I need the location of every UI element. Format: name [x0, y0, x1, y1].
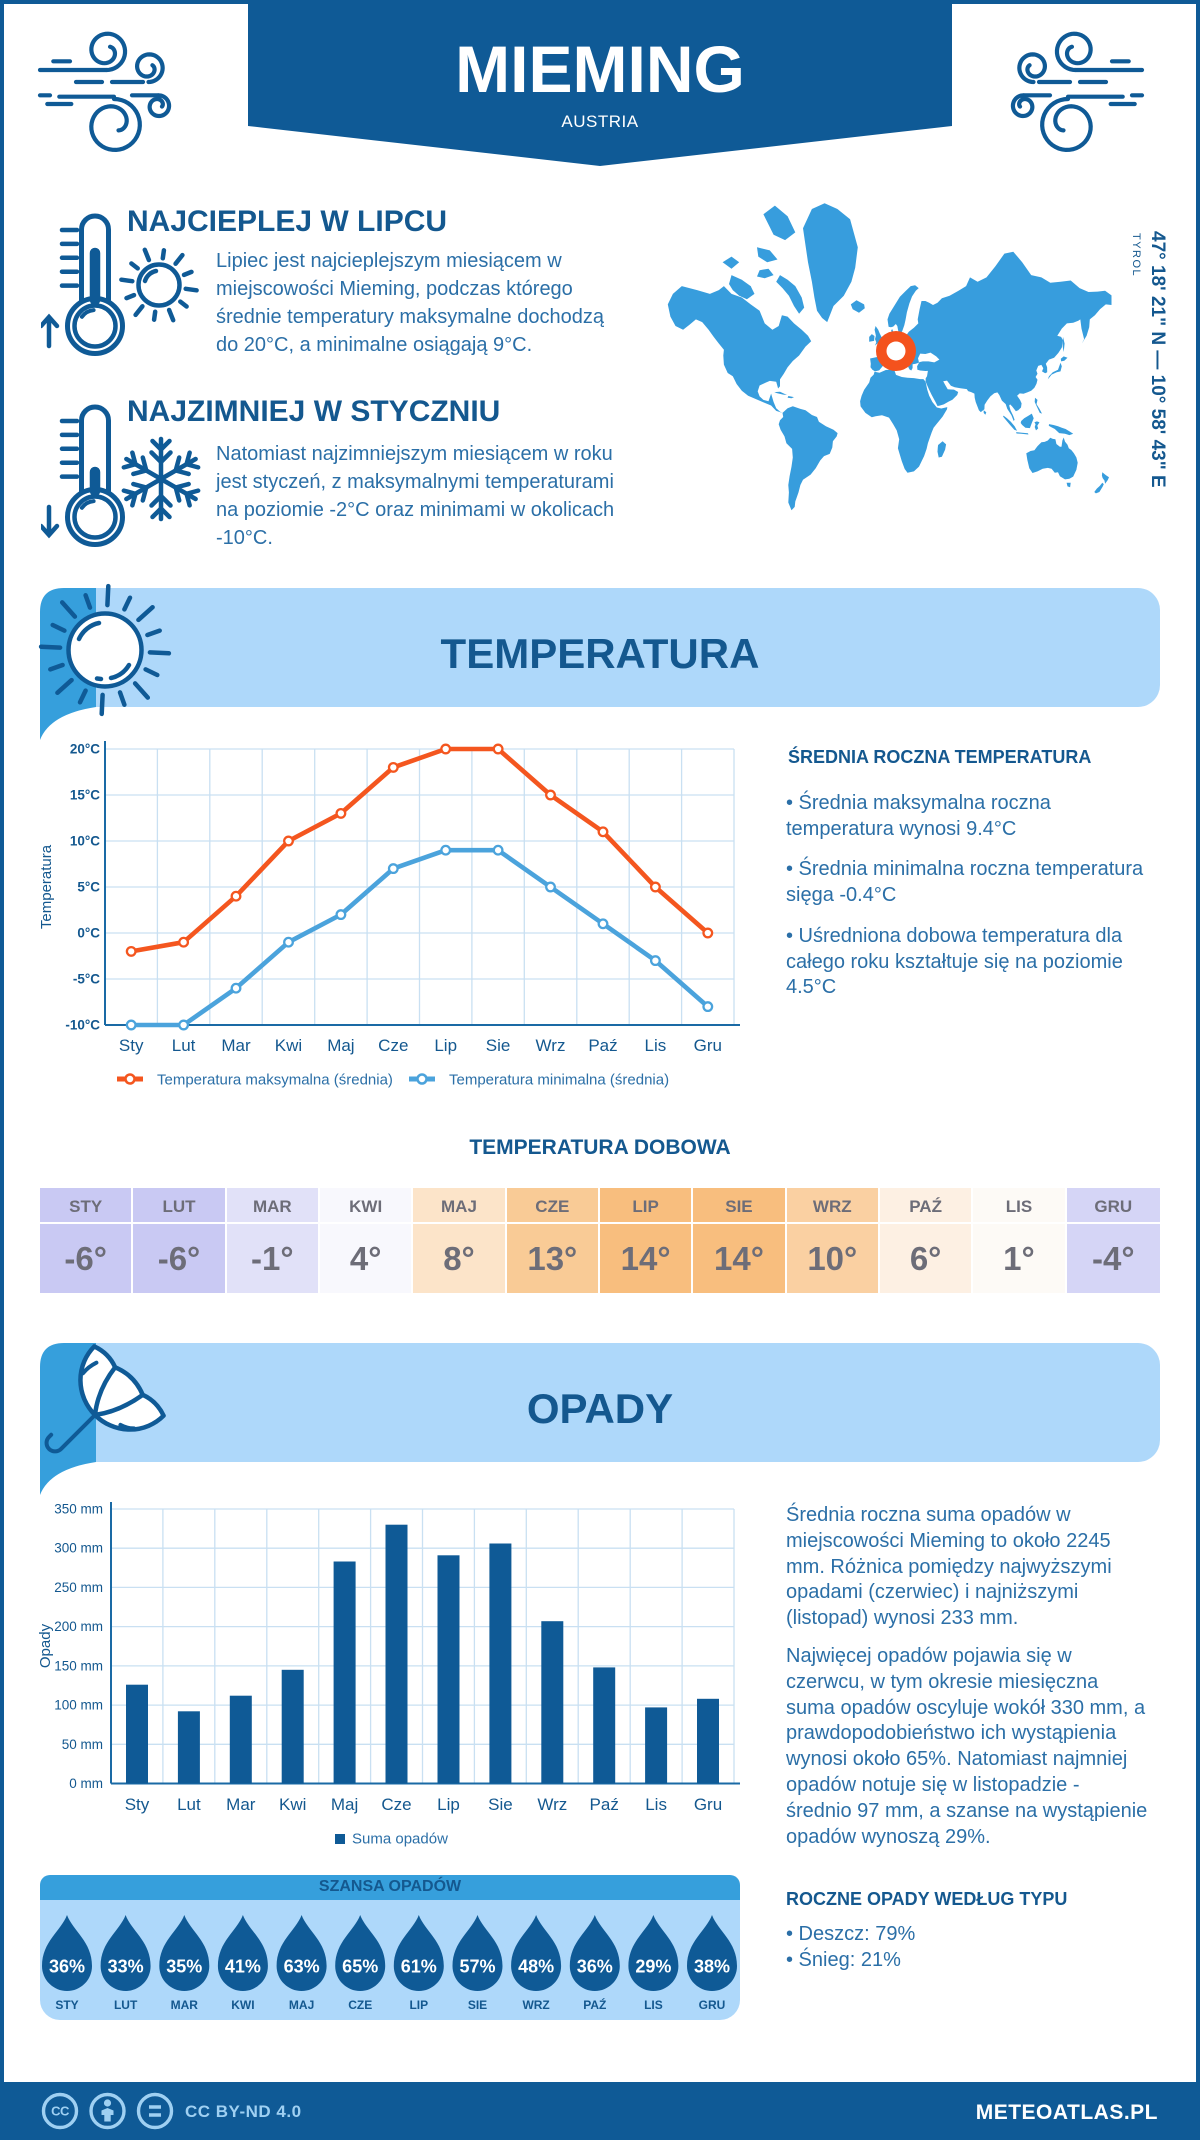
svg-text:100 mm: 100 mm: [54, 1698, 103, 1713]
svg-text:Temperatura minimalna (średnia: Temperatura minimalna (średnia): [449, 1072, 669, 1089]
svg-text:20°C: 20°C: [70, 742, 100, 757]
svg-text:Lip: Lip: [434, 1036, 457, 1055]
svg-text:200 mm: 200 mm: [54, 1619, 103, 1634]
svg-text:300 mm: 300 mm: [54, 1541, 103, 1556]
svg-text:29%: 29%: [635, 1957, 671, 1977]
svg-text:36%: 36%: [49, 1957, 85, 1977]
svg-text:WRZ: WRZ: [522, 1998, 549, 2012]
svg-text:Gru: Gru: [694, 1795, 722, 1814]
svg-text:Sie: Sie: [488, 1795, 513, 1814]
svg-text:Lis: Lis: [645, 1795, 667, 1814]
svg-text:Paź: Paź: [588, 1036, 617, 1055]
svg-text:Paź: Paź: [590, 1795, 619, 1814]
svg-text:LIS: LIS: [644, 1998, 663, 2012]
svg-text:Cze: Cze: [381, 1795, 411, 1814]
svg-text:CC BY-ND 4.0: CC BY-ND 4.0: [185, 2102, 302, 2121]
svg-text:36%: 36%: [577, 1957, 613, 1977]
svg-text:0 mm: 0 mm: [69, 1776, 103, 1791]
svg-text:LIP: LIP: [409, 1998, 428, 2012]
svg-text:STY: STY: [55, 1998, 78, 2012]
svg-text:48%: 48%: [518, 1957, 554, 1977]
svg-text:Sty: Sty: [119, 1036, 144, 1055]
svg-text:Temperatura maksymalna (średni: Temperatura maksymalna (średnia): [157, 1072, 393, 1089]
svg-text:Lut: Lut: [177, 1795, 201, 1814]
svg-text:0°C: 0°C: [77, 926, 100, 941]
svg-text:Lip: Lip: [437, 1795, 460, 1814]
svg-text:METEOATLAS.PL: METEOATLAS.PL: [976, 2101, 1158, 2124]
svg-text:61%: 61%: [401, 1957, 437, 1977]
svg-text:57%: 57%: [459, 1957, 495, 1977]
svg-text:MAJ: MAJ: [289, 1998, 314, 2012]
svg-text:-10°C: -10°C: [65, 1018, 100, 1033]
svg-text:63%: 63%: [284, 1957, 320, 1977]
svg-text:Mar: Mar: [221, 1036, 251, 1055]
svg-text:350 mm: 350 mm: [54, 1502, 103, 1517]
svg-text:Suma opadów: Suma opadów: [352, 1831, 448, 1848]
svg-text:Mar: Mar: [226, 1795, 256, 1814]
svg-text:SIE: SIE: [468, 1998, 487, 2012]
svg-text:Maj: Maj: [327, 1036, 354, 1055]
svg-text:Temperatura: Temperatura: [38, 844, 55, 929]
svg-text:Wrz: Wrz: [536, 1036, 566, 1055]
svg-text:LUT: LUT: [114, 1998, 138, 2012]
svg-text:Kwi: Kwi: [275, 1036, 302, 1055]
svg-text:Gru: Gru: [694, 1036, 722, 1055]
svg-text:65%: 65%: [342, 1957, 378, 1977]
svg-text:KWI: KWI: [231, 1998, 254, 2012]
svg-text:38%: 38%: [694, 1957, 730, 1977]
svg-text:35%: 35%: [166, 1957, 202, 1977]
svg-text:-5°C: -5°C: [73, 972, 100, 987]
svg-text:Wrz: Wrz: [537, 1795, 567, 1814]
svg-text:Opady: Opady: [37, 1623, 54, 1668]
svg-text:Sty: Sty: [125, 1795, 150, 1814]
svg-text:10°C: 10°C: [70, 834, 100, 849]
svg-text:Lis: Lis: [645, 1036, 667, 1055]
svg-text:15°C: 15°C: [70, 788, 100, 803]
svg-text:Cze: Cze: [378, 1036, 408, 1055]
svg-text:CC: CC: [51, 2104, 70, 2119]
svg-text:5°C: 5°C: [77, 880, 100, 895]
svg-text:PAŹ: PAŹ: [583, 1997, 606, 2012]
svg-text:33%: 33%: [108, 1957, 144, 1977]
svg-text:250 mm: 250 mm: [54, 1580, 103, 1595]
svg-text:Lut: Lut: [172, 1036, 196, 1055]
svg-text:GRU: GRU: [699, 1998, 726, 2012]
svg-text:Maj: Maj: [331, 1795, 358, 1814]
svg-text:Kwi: Kwi: [279, 1795, 306, 1814]
svg-text:MAR: MAR: [171, 1998, 199, 2012]
svg-text:50 mm: 50 mm: [62, 1737, 103, 1752]
svg-text:CZE: CZE: [348, 1998, 372, 2012]
svg-text:41%: 41%: [225, 1957, 261, 1977]
svg-text:Sie: Sie: [486, 1036, 511, 1055]
svg-text:150 mm: 150 mm: [54, 1658, 103, 1673]
